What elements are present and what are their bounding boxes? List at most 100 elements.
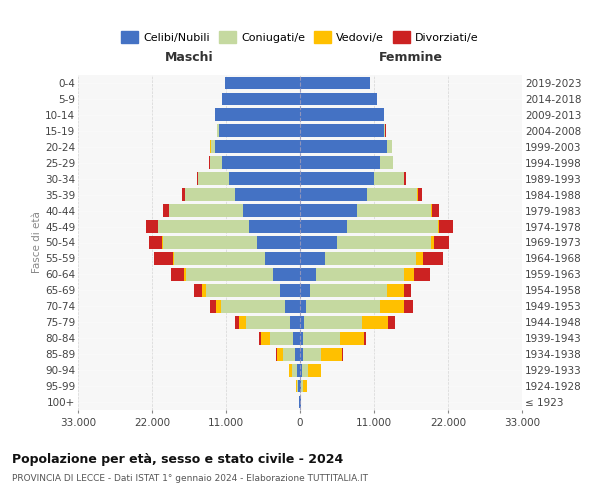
Bar [235, 188, 300, 201]
Bar [300, 252, 325, 265]
Bar [244, 204, 300, 217]
Bar [304, 316, 362, 328]
Bar [347, 220, 437, 233]
Bar [209, 156, 210, 169]
Bar [249, 220, 300, 233]
Bar [357, 204, 431, 217]
Bar [235, 316, 239, 328]
Bar [414, 268, 430, 281]
Bar [432, 204, 439, 217]
Bar [261, 332, 270, 344]
Bar [439, 220, 453, 233]
Legend: Celibi/Nubili, Coniugati/e, Vedovi/e, Divorziati/e: Celibi/Nubili, Coniugati/e, Vedovi/e, Di… [117, 27, 483, 48]
Bar [197, 172, 198, 185]
Bar [185, 188, 235, 201]
Bar [302, 380, 307, 392]
Bar [226, 76, 300, 90]
Bar [300, 364, 302, 376]
Bar [300, 284, 310, 296]
Bar [325, 252, 416, 265]
Bar [300, 156, 380, 169]
Bar [297, 380, 298, 392]
Bar [259, 332, 261, 344]
Bar [337, 236, 431, 249]
Bar [300, 268, 316, 281]
Bar [316, 268, 404, 281]
Bar [169, 204, 244, 217]
Bar [437, 220, 439, 233]
Bar [431, 204, 432, 217]
Bar [300, 332, 303, 344]
Bar [283, 348, 295, 360]
Bar [194, 284, 202, 296]
Bar [273, 268, 300, 281]
Bar [277, 348, 283, 360]
Bar [210, 156, 222, 169]
Bar [300, 92, 377, 106]
Bar [300, 188, 367, 201]
Bar [215, 140, 300, 153]
Bar [217, 124, 218, 137]
Bar [300, 236, 337, 249]
Bar [184, 268, 185, 281]
Bar [302, 348, 322, 360]
Bar [221, 300, 285, 312]
Bar [149, 236, 162, 249]
Text: PROVINCIA DI LECCE - Dati ISTAT 1° gennaio 2024 - Elaborazione TUTTITALIA.IT: PROVINCIA DI LECCE - Dati ISTAT 1° genna… [12, 474, 368, 483]
Bar [293, 332, 300, 344]
Bar [404, 284, 412, 296]
Bar [431, 236, 434, 249]
Bar [216, 300, 221, 312]
Bar [182, 188, 185, 201]
Bar [265, 252, 300, 265]
Bar [404, 268, 414, 281]
Bar [380, 300, 404, 312]
Bar [416, 252, 423, 265]
Bar [300, 108, 384, 122]
Bar [300, 124, 384, 137]
Bar [210, 300, 216, 312]
Bar [239, 316, 246, 328]
Bar [285, 300, 300, 312]
Bar [418, 188, 422, 201]
Bar [215, 108, 300, 122]
Bar [367, 188, 418, 201]
Text: Popolazione per età, sesso e stato civile - 2024: Popolazione per età, sesso e stato civil… [12, 452, 343, 466]
Bar [310, 284, 387, 296]
Bar [341, 348, 343, 360]
Bar [199, 172, 229, 185]
Bar [384, 124, 385, 137]
Bar [163, 236, 257, 249]
Bar [300, 380, 301, 392]
Bar [303, 332, 340, 344]
Bar [229, 172, 300, 185]
Bar [300, 300, 307, 312]
Bar [298, 380, 300, 392]
Bar [289, 364, 292, 376]
Bar [374, 172, 404, 185]
Bar [307, 300, 380, 312]
Bar [300, 76, 370, 90]
Bar [300, 204, 357, 217]
Bar [380, 156, 392, 169]
Bar [301, 380, 302, 392]
Bar [270, 332, 293, 344]
Y-axis label: Fasce di età: Fasce di età [32, 212, 42, 274]
Bar [257, 236, 300, 249]
Bar [292, 364, 296, 376]
Bar [296, 364, 300, 376]
Bar [308, 364, 320, 376]
Bar [185, 268, 273, 281]
Bar [362, 316, 388, 328]
Text: Maschi: Maschi [164, 51, 214, 64]
Bar [174, 252, 265, 265]
Bar [300, 140, 387, 153]
Bar [222, 92, 300, 106]
Bar [146, 220, 158, 233]
Bar [300, 220, 347, 233]
Bar [154, 252, 173, 265]
Bar [206, 284, 280, 296]
Bar [387, 284, 404, 296]
Bar [218, 124, 300, 137]
Bar [392, 156, 394, 169]
